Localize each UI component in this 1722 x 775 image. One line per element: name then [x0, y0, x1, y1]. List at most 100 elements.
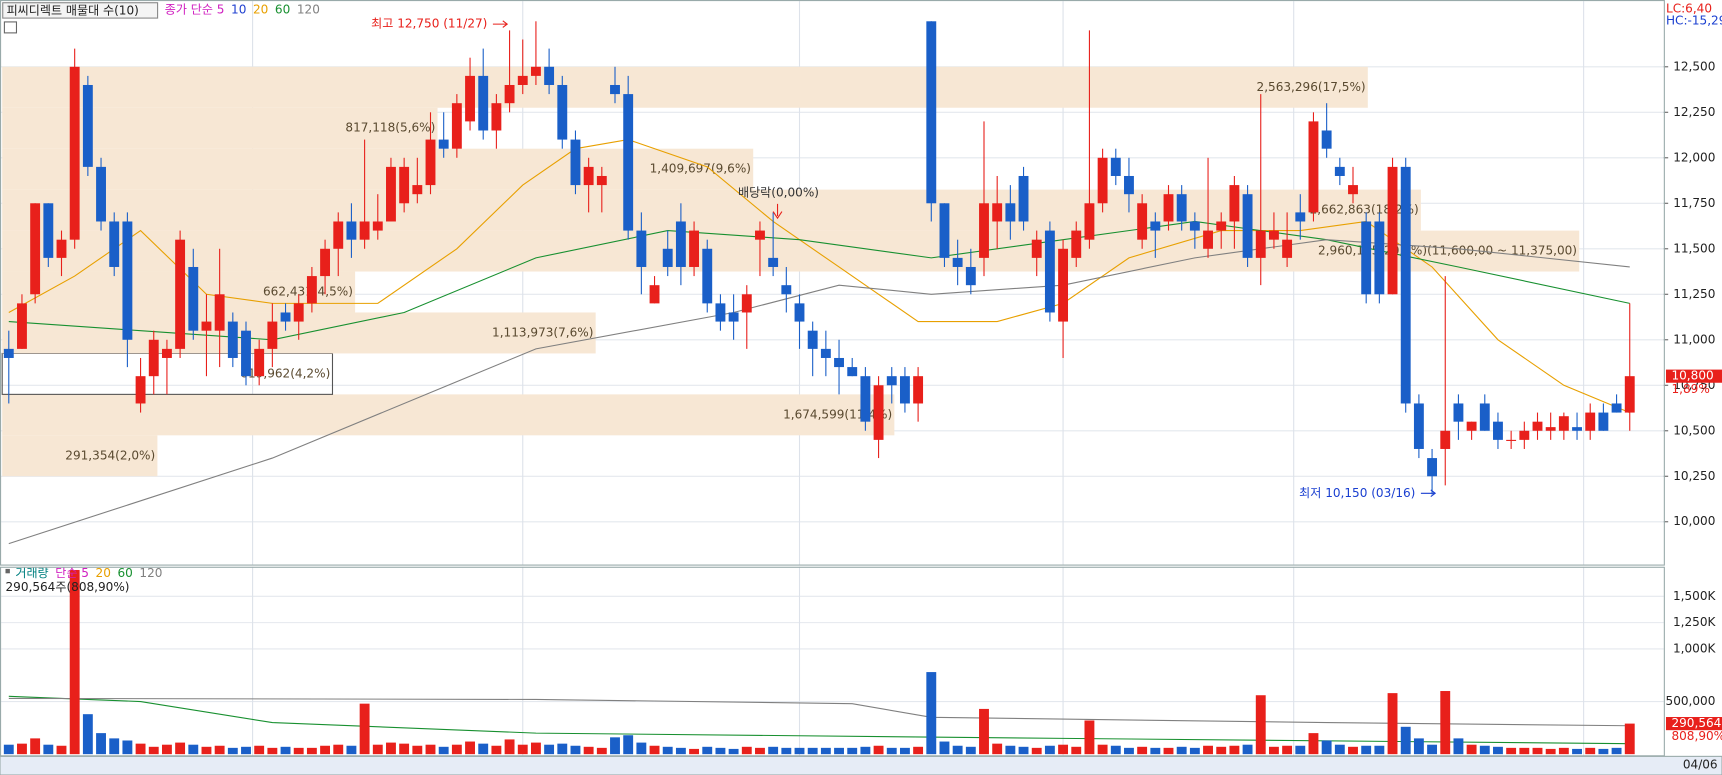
candle-body [161, 348, 172, 358]
price-badge-label: 10,800 [1671, 369, 1713, 383]
volume-bar [1124, 747, 1134, 755]
volume-bar [478, 743, 489, 755]
volume-bar [1493, 746, 1503, 755]
volume-info: 290,564주(808,90%) [5, 580, 129, 594]
candle-body [267, 321, 278, 349]
candle-body [1572, 427, 1582, 431]
candle-body [781, 285, 792, 295]
candle-body [254, 348, 265, 377]
candle-body [96, 166, 106, 222]
volume-bar [161, 744, 172, 755]
y-tick-label: 11,000 [1673, 332, 1715, 346]
volume-bar [1031, 747, 1042, 755]
volume-bar [1532, 747, 1543, 755]
ma-line [8, 695, 1630, 745]
candle-body [306, 276, 317, 304]
candle-body [662, 248, 673, 267]
annotation: 최고 12,750 (11/27) [371, 17, 487, 31]
candle-body [17, 303, 27, 349]
volume-bar [1361, 745, 1372, 755]
y-tick-label: 10,000 [1673, 514, 1715, 528]
volume-bar [214, 745, 225, 755]
volume-bar [1440, 691, 1451, 755]
candle-body [1493, 421, 1503, 440]
volume-bar [596, 747, 607, 755]
volume-bar [1229, 745, 1240, 755]
volume-bar [965, 746, 976, 755]
candle-body [1321, 130, 1332, 149]
candle-body [702, 248, 713, 304]
volume-bar [873, 745, 884, 755]
candle-body [1427, 458, 1438, 477]
candle-body [3, 348, 14, 358]
volume-bar [979, 708, 989, 755]
candle-body [372, 221, 383, 231]
candle-body [741, 294, 752, 313]
volume-bar [913, 746, 924, 755]
candle-body [1400, 166, 1411, 404]
candle-body [530, 66, 541, 76]
volume-bar [530, 742, 541, 755]
volume-bar [1545, 748, 1556, 755]
table-icon[interactable] [3, 21, 18, 34]
volume-bar [1519, 747, 1530, 755]
candle-body [1203, 230, 1213, 249]
candle-body [913, 376, 924, 404]
candle-body [1506, 439, 1517, 441]
volume-bar [728, 748, 739, 755]
volume-bar [491, 745, 502, 755]
volume-bar [82, 714, 93, 755]
legend-entry: 10 [231, 2, 246, 16]
candle-body [293, 303, 304, 322]
volume-bar [386, 742, 396, 755]
candle-body [148, 339, 159, 377]
legend-entry: 종가 단순 5 [165, 2, 225, 16]
candle-body [1295, 212, 1306, 222]
candle-body [649, 285, 660, 304]
volume-bar [794, 747, 805, 755]
candle-body [359, 221, 370, 240]
band-label: 291,354(2,0%) [65, 448, 155, 462]
volume-bar [583, 746, 594, 755]
y-tick-label: 11,750 [1673, 196, 1715, 210]
volume-bar [610, 737, 620, 755]
candle-body [886, 376, 897, 386]
date-axis [0, 755, 1722, 775]
volume-bar [1558, 747, 1569, 755]
y-tick-label: 10,250 [1673, 469, 1715, 483]
candle-body [1058, 248, 1069, 322]
volume-bar [1295, 745, 1306, 755]
candle-body [1413, 403, 1424, 449]
volume-bar [662, 746, 673, 755]
volume-bar [1189, 747, 1200, 755]
volume-bar [1572, 748, 1582, 755]
volume-bar [109, 738, 120, 755]
candle-body [214, 294, 225, 331]
band-label: 619,962(4,2%) [240, 366, 330, 380]
candle-body [504, 84, 515, 104]
volume-bar [122, 740, 133, 755]
y2-tick-label: 500,000 [1666, 694, 1716, 708]
volume-bar [175, 742, 186, 755]
candle-body [1387, 166, 1398, 295]
legend-marker [5, 568, 10, 574]
candle-body [873, 385, 884, 440]
volume-bar [860, 746, 871, 755]
volume-bar [1334, 744, 1345, 755]
title-box [2, 2, 159, 19]
volume-bar [293, 747, 304, 755]
volume-bar [992, 743, 1003, 755]
candle-body [544, 66, 555, 85]
candle-body [675, 221, 686, 267]
volume-bar [320, 745, 331, 755]
candle-body [979, 203, 989, 258]
candle-body [451, 103, 462, 149]
cursor-date: 04/06 [1683, 758, 1718, 772]
candle-body [1282, 239, 1293, 258]
candle-body [1611, 403, 1622, 413]
candle-body [1097, 157, 1108, 204]
candle-body [1466, 421, 1477, 431]
volume-bar [267, 747, 278, 755]
candle-body [1624, 376, 1635, 413]
chart-title: 피씨디렉트 매물대 수(10) [7, 3, 139, 17]
